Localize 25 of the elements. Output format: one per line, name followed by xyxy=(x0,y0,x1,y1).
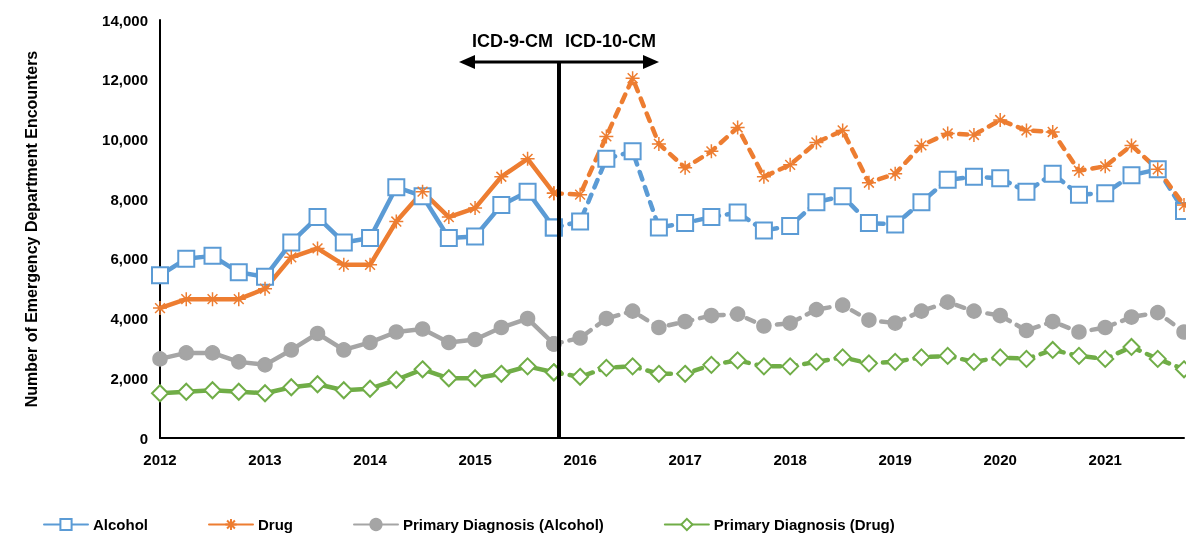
x-tick-label: 2012 xyxy=(143,451,177,468)
x-tick-label: 2016 xyxy=(563,451,597,468)
y-tick-label: 2,000 xyxy=(110,369,148,387)
x-tick-label: 2019 xyxy=(878,451,912,468)
x-tick-label: 2021 xyxy=(1088,451,1122,468)
y-axis-title: Number of Emergency Department Encounters xyxy=(22,50,40,408)
annotation: ICD-9-CM xyxy=(472,30,554,51)
x-tick-label: 2018 xyxy=(773,451,807,468)
legend-label: Primary Diagnosis (Alcohol) xyxy=(402,516,604,533)
x-tick-label: 2017 xyxy=(668,451,702,468)
legend-label: Alcohol xyxy=(93,516,148,533)
x-tick-label: 2020 xyxy=(983,451,1017,468)
y-tick-label: 12,000 xyxy=(102,71,148,89)
annotation: ICD-10-CM xyxy=(565,30,657,51)
y-tick-label: 10,000 xyxy=(102,130,148,148)
y-tick-label: 6,000 xyxy=(110,250,148,268)
legend-label: Primary Diagnosis (Drug) xyxy=(713,516,895,533)
legend-label: Drug xyxy=(258,516,293,533)
y-tick-label: 8,000 xyxy=(110,190,148,208)
x-tick-label: 2014 xyxy=(353,451,388,468)
y-tick-label: 0 xyxy=(139,429,148,447)
x-tick-label: 2015 xyxy=(458,451,492,468)
x-tick-label: 2013 xyxy=(248,451,282,468)
y-tick-label: 14,000 xyxy=(102,11,148,29)
y-tick-label: 4,000 xyxy=(110,310,148,328)
